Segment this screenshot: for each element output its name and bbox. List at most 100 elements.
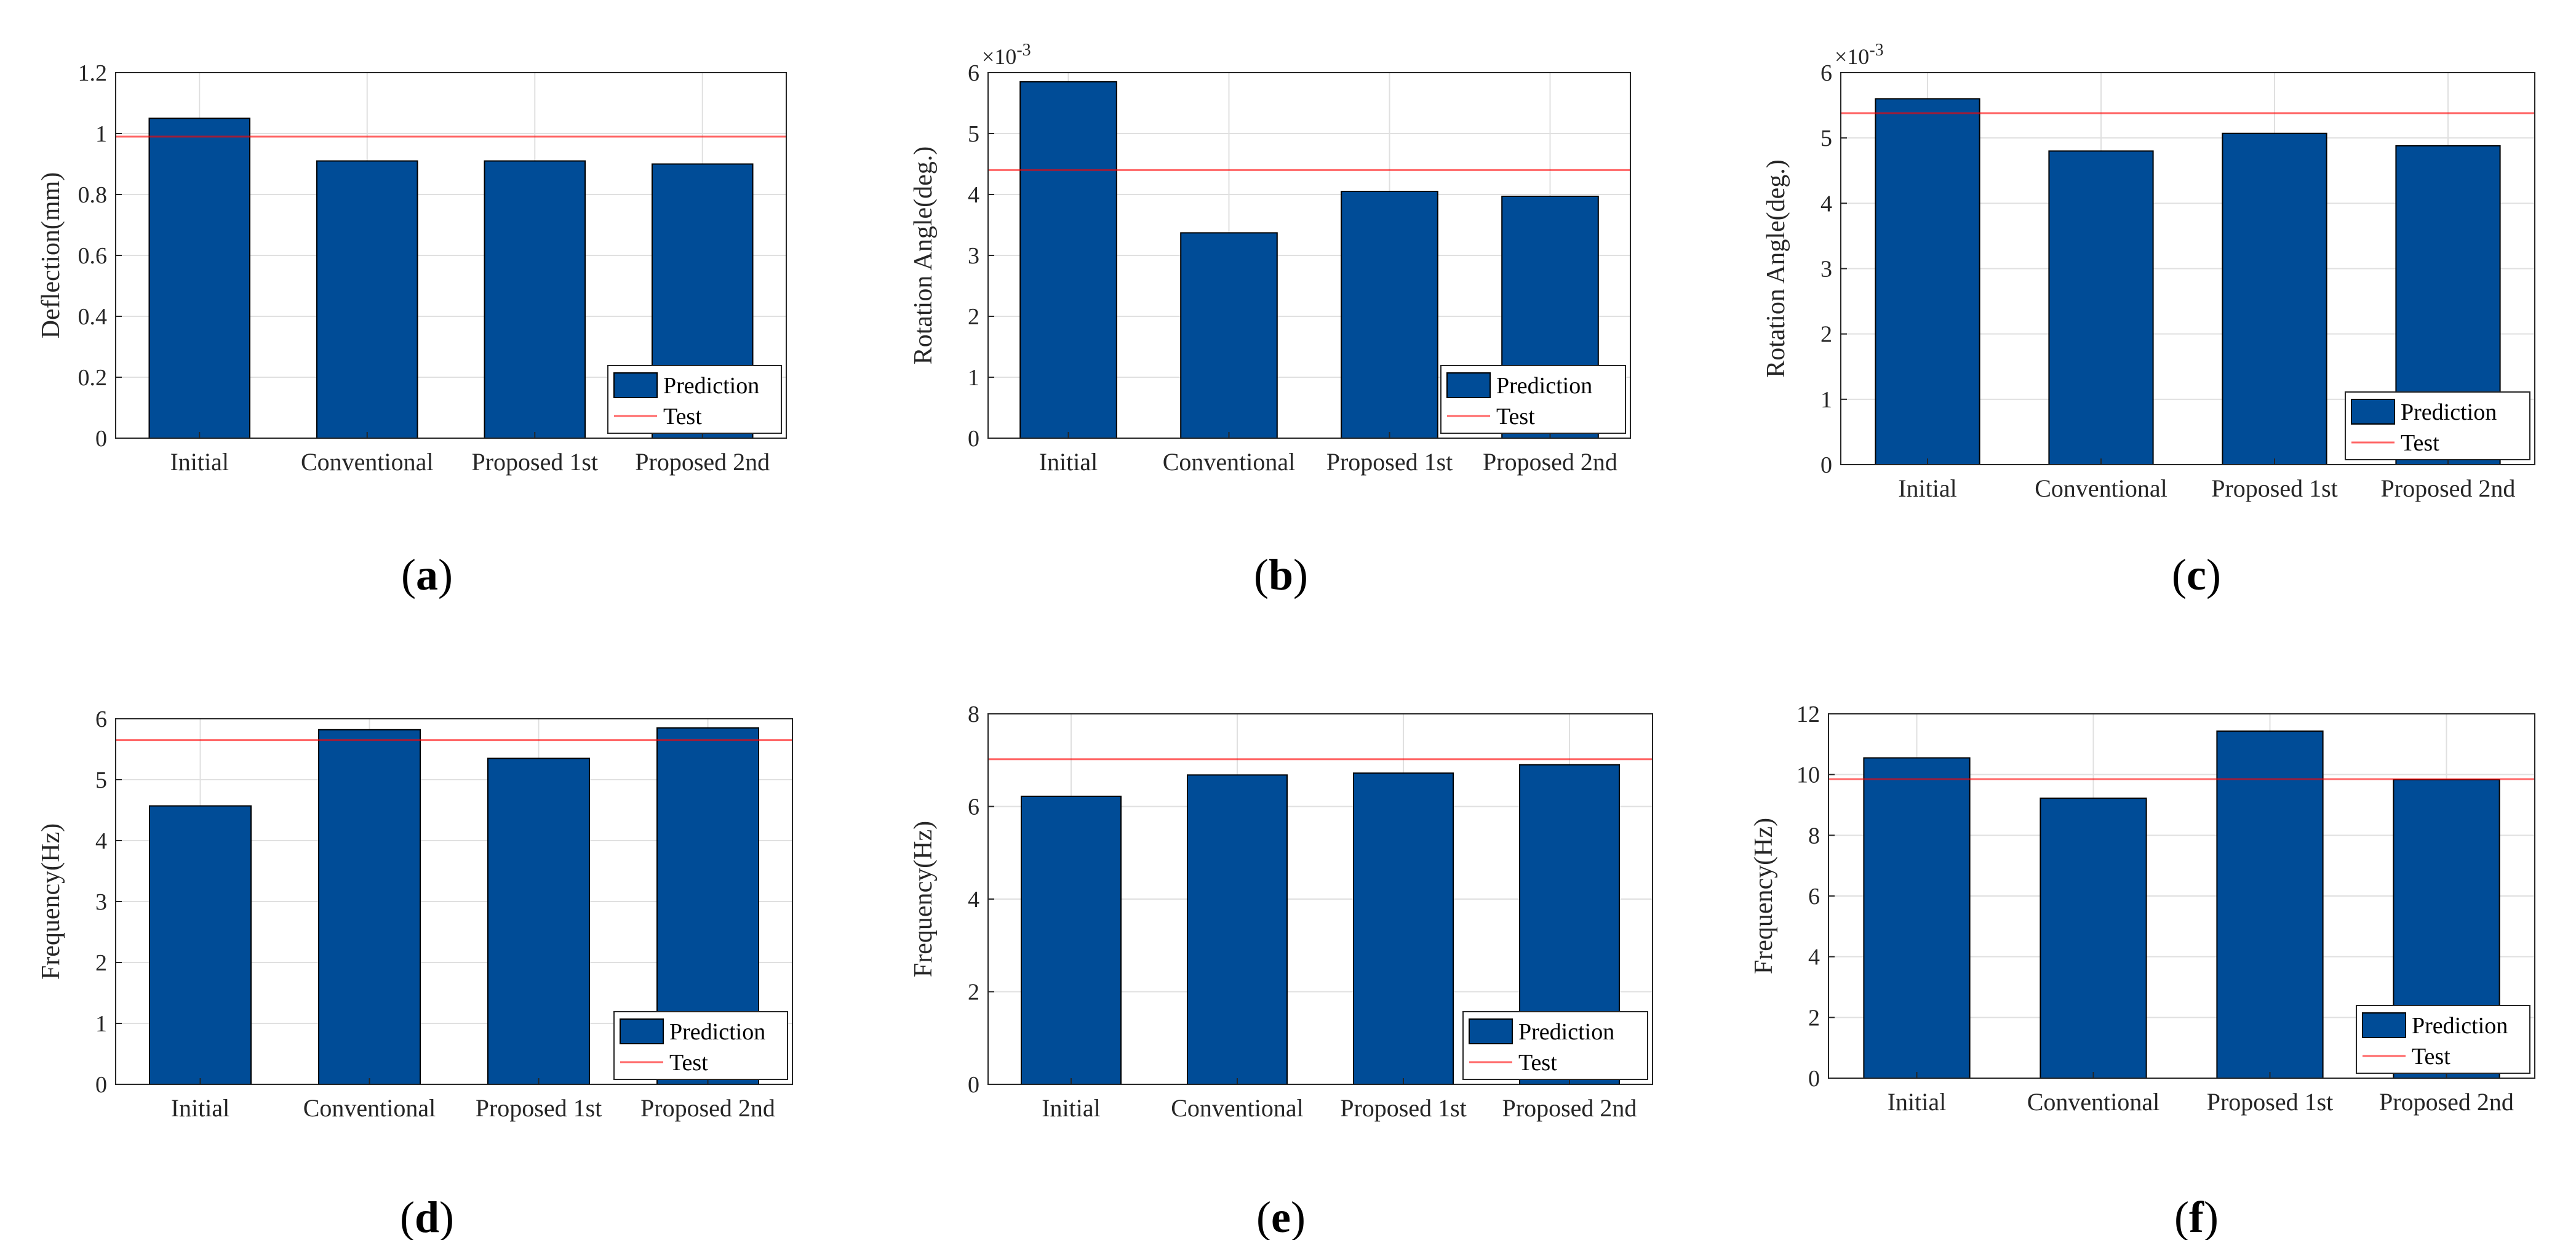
caption-letter: b xyxy=(1269,550,1293,599)
x-category-label: Proposed 1st xyxy=(2207,1088,2334,1116)
x-category-label: Conventional xyxy=(1171,1094,1304,1122)
y-tick-label: 2 xyxy=(1808,1005,1820,1031)
y-tick-label: 4 xyxy=(968,887,979,913)
chart-panel-a: 0 0.2 0.4 0.6 0.8 1 1.2 Initial Conventional Prop… xyxy=(37,60,787,599)
y-tick-label: 4 xyxy=(1808,945,1820,970)
legend-label-prediction: Prediction xyxy=(2401,399,2497,425)
y-tick-label: 0.6 xyxy=(78,243,108,269)
legend-label-test: Test xyxy=(1518,1050,1557,1076)
bar-conventional xyxy=(2048,150,2154,465)
caption-open: ( xyxy=(1256,1193,1271,1240)
legend-swatch-prediction xyxy=(1446,372,1491,398)
bar-initial xyxy=(1021,795,1122,1085)
y-tick-label: 6 xyxy=(968,60,979,86)
chart-panel-e: 0 2 4 6 8 Initial Conventional Proposed 1st Prop… xyxy=(909,702,1653,1240)
x-category-label: Proposed 2nd xyxy=(2379,1088,2514,1116)
y-tick-label: 6 xyxy=(95,706,107,732)
caption-open: ( xyxy=(1254,550,1269,599)
chart-panel-d: 0 1 2 3 4 5 6 Initial Conventional Proposed 1st Pr… xyxy=(37,706,793,1240)
y-tick-label: 1 xyxy=(968,365,979,391)
bar-proposed-1st xyxy=(2222,132,2327,466)
chart-panel-b: 0 1 2 3 4 5 6 Initial Conventional Proposed 1st Pr… xyxy=(909,41,1631,599)
panel-caption: (c) xyxy=(2172,550,2221,599)
bar-conventional xyxy=(318,729,421,1085)
x-category-label: Initial xyxy=(170,448,229,476)
bar-conventional xyxy=(316,160,418,439)
x-category-label: Conventional xyxy=(2027,1088,2160,1116)
axes-box xyxy=(1840,72,2535,465)
panel-caption: (b) xyxy=(1254,550,1308,599)
x-category-label: Proposed 1st xyxy=(1340,1094,1467,1122)
x-category-label: Conventional xyxy=(301,448,434,476)
y-tick-label: 6 xyxy=(1808,884,1820,910)
caption-close: ) xyxy=(438,550,453,599)
legend-box xyxy=(613,1011,788,1080)
y-tick-label: 0 xyxy=(968,1072,979,1098)
caption-open: ( xyxy=(2172,550,2187,599)
y-tick-label: 2 xyxy=(968,304,979,330)
y-tick-label: 1.2 xyxy=(78,60,108,86)
caption-letter: f xyxy=(2189,1193,2204,1240)
y-tick-label: 4 xyxy=(95,828,107,854)
legend-label-prediction: Prediction xyxy=(1518,1019,1614,1045)
y-tick-label: 5 xyxy=(95,767,107,793)
panel-caption: (a) xyxy=(401,550,453,599)
caption-open: ( xyxy=(400,1193,415,1240)
bar-proposed-1st xyxy=(484,160,586,439)
caption-letter: e xyxy=(1271,1193,1291,1240)
x-category-label: Proposed 1st xyxy=(1326,448,1453,476)
legend-label-test: Test xyxy=(2401,430,2439,456)
legend-label-test: Test xyxy=(669,1050,708,1076)
y-tick-label: 5 xyxy=(1820,126,1832,151)
y-tick-label: 0 xyxy=(968,426,979,452)
y-tick-label: 0 xyxy=(1808,1066,1820,1092)
legend-swatch-prediction xyxy=(2362,1012,2406,1038)
x-category-label: Proposed 2nd xyxy=(1502,1094,1637,1122)
axes-box xyxy=(115,72,787,439)
bar-initial xyxy=(1019,81,1117,439)
y-tick-label: 1 xyxy=(1820,387,1832,413)
y-axis-label: Frequency(Hz) xyxy=(909,821,938,977)
bar-proposed-1st xyxy=(1341,191,1438,439)
y-tick-label: 1 xyxy=(95,121,107,147)
y-tick-label: 10 xyxy=(1796,762,1820,788)
y-tick-label: 0 xyxy=(1820,452,1832,478)
axes-box xyxy=(987,72,1631,439)
chart-panel-c: 0 1 2 3 4 5 6 Initial Conventional Proposed 1st Pr… xyxy=(1762,41,2535,599)
x-category-label: Initial xyxy=(1039,448,1098,476)
caption-letter: c xyxy=(2187,550,2206,599)
legend-label-test: Test xyxy=(1496,404,1535,430)
bar-initial xyxy=(1863,757,1971,1079)
y-axis-label: Rotation Angle(deg.) xyxy=(1762,159,1790,378)
y-tick-label: 8 xyxy=(968,702,979,727)
y-axis-label: Frequency(Hz) xyxy=(1750,818,1778,974)
panel-caption: (f) xyxy=(2174,1193,2219,1240)
panel-caption: (e) xyxy=(1256,1193,1306,1240)
x-category-label: Proposed 2nd xyxy=(1483,448,1617,476)
exponent-power: -3 xyxy=(1869,41,1883,60)
legend-label-prediction: Prediction xyxy=(669,1019,765,1045)
x-category-label: Proposed 2nd xyxy=(635,448,770,476)
legend-swatch-prediction xyxy=(1469,1018,1513,1044)
legend-label-test: Test xyxy=(2412,1044,2450,1070)
bar-initial xyxy=(1875,98,1980,465)
y-tick-label: 0 xyxy=(95,1072,107,1098)
y-tick-label: 8 xyxy=(1808,823,1820,849)
legend-label-prediction: Prediction xyxy=(1496,373,1592,399)
caption-close: ) xyxy=(2206,550,2221,599)
caption-close: ) xyxy=(439,1193,454,1240)
x-category-label: Proposed 2nd xyxy=(2381,474,2516,502)
y-axis-label: Rotation Angle(deg.) xyxy=(909,146,938,365)
x-category-label: Initial xyxy=(171,1094,230,1122)
x-category-label: Proposed 1st xyxy=(471,448,598,476)
y-tick-label: 0.8 xyxy=(78,182,108,208)
y-tick-label: 0 xyxy=(95,426,107,452)
exponent-label: ×10-3 xyxy=(982,41,1031,69)
x-category-label: Proposed 2nd xyxy=(640,1094,775,1122)
bar-proposed-1st xyxy=(1353,772,1454,1085)
caption-letter: d xyxy=(415,1193,439,1240)
bar-proposed-1st xyxy=(487,758,590,1085)
x-category-label: Initial xyxy=(1888,1088,1947,1116)
x-category-label: Conventional xyxy=(303,1094,436,1122)
caption-letter: a xyxy=(416,550,438,599)
